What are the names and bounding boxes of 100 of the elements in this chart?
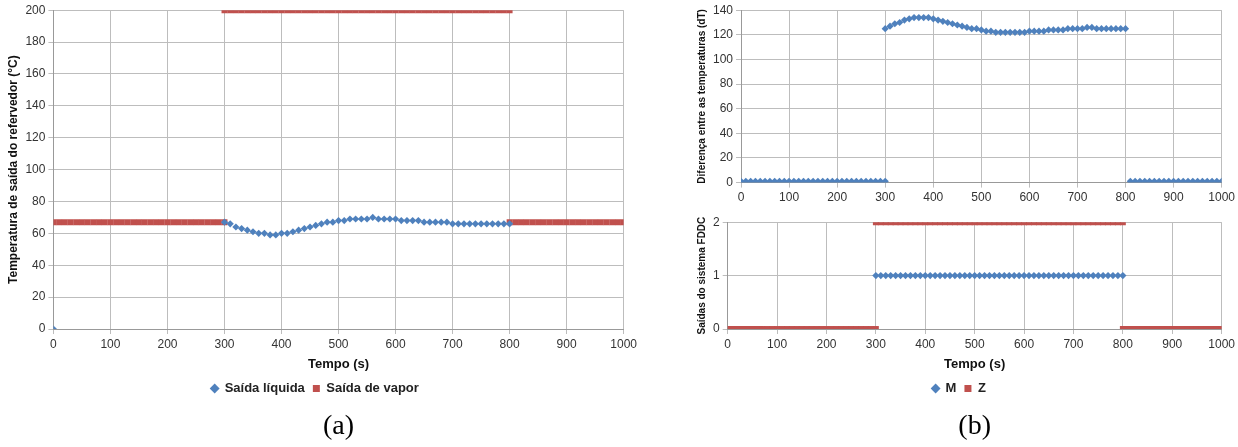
point	[448, 220, 457, 228]
point	[232, 223, 240, 231]
point	[471, 220, 479, 228]
x-tick-label: 400	[923, 190, 944, 205]
x-tick-label: 600	[1019, 190, 1040, 205]
point	[300, 224, 308, 233]
x-tick-label: 300	[865, 336, 887, 351]
legend-label: Saída de vapor	[326, 380, 419, 396]
point	[346, 215, 354, 223]
x-tick-label: 1000	[1208, 190, 1236, 205]
x-tick-label: 200	[827, 190, 848, 205]
point	[380, 215, 388, 223]
x-tick-label: 700	[442, 336, 463, 351]
point	[426, 218, 434, 226]
point	[454, 220, 462, 228]
point	[260, 229, 269, 237]
x-tick-label: 500	[971, 190, 992, 205]
legend-label: M	[945, 380, 957, 396]
x-tick-label: 200	[157, 336, 178, 351]
y-tick-label: 80	[719, 76, 734, 91]
y-tick-label: 0	[712, 321, 720, 336]
point	[323, 218, 331, 226]
x-tick-label: 0	[50, 336, 58, 351]
x-tick-label: 100	[779, 190, 800, 205]
legend-label: Z	[977, 380, 986, 396]
y-tick-label: 80	[32, 193, 46, 208]
point	[369, 213, 377, 222]
y-tick-label: 20	[32, 289, 46, 304]
point	[249, 228, 257, 236]
text: (b)	[958, 409, 991, 441]
x-tick-label: 600	[1014, 336, 1035, 351]
point	[363, 215, 371, 223]
point	[238, 224, 246, 233]
y-tick-label: 0	[726, 174, 734, 189]
x-tick-label: 300	[875, 190, 896, 205]
text: (a)	[323, 409, 355, 441]
point	[431, 218, 440, 226]
y-tick-label: 100	[712, 51, 734, 66]
y-tick-label: 20	[719, 150, 734, 165]
point	[494, 220, 502, 228]
x-tick-label: 800	[1112, 336, 1134, 351]
point	[483, 220, 491, 228]
x-tick-label: 400	[271, 336, 292, 351]
y-tick-label: 40	[719, 125, 734, 140]
x-tick-label: 100	[767, 336, 788, 351]
point	[403, 217, 411, 225]
x-tick-label: 900	[556, 336, 577, 351]
point	[391, 215, 400, 223]
x-tick-label: 700	[1063, 336, 1084, 351]
x-tick-label: 200	[816, 336, 837, 351]
y-tick-label: 40	[32, 257, 46, 272]
legend-label: Saída líquida	[224, 380, 306, 396]
x-tick-label: 500	[328, 336, 349, 351]
y-tick-label: 100	[25, 161, 46, 176]
x-tick-label: 700	[1067, 190, 1088, 205]
x-tick-label: 600	[385, 336, 406, 351]
point	[414, 217, 422, 225]
y-axis-title: Saídas do sistema FDDC	[695, 216, 707, 335]
y-tick-label: 140	[25, 98, 46, 113]
y-axis-title: Diferença entre as temperaturas (dT)	[695, 9, 707, 184]
point	[466, 220, 474, 228]
x-tick-label: 400	[915, 336, 936, 351]
point	[277, 229, 286, 237]
x-tick-label: 0	[737, 190, 745, 205]
y-axis-title: Temperatura de saída do refervedor (°C)	[5, 55, 20, 284]
point	[329, 218, 337, 226]
point	[306, 223, 314, 231]
x-tick-label: 300	[214, 336, 235, 351]
y-tick-label: 2	[712, 214, 720, 229]
point	[340, 217, 348, 225]
x-axis-title: Tempo (s)	[307, 355, 370, 371]
point	[488, 220, 497, 228]
point	[334, 217, 343, 225]
point	[243, 226, 251, 234]
x-tick-label: 500	[964, 336, 985, 351]
point	[272, 231, 280, 239]
point	[226, 220, 234, 228]
point	[437, 218, 445, 226]
point	[289, 228, 297, 236]
y-tick-label: 160	[25, 66, 46, 81]
point	[255, 229, 263, 237]
x-tick-label: 1000	[1208, 336, 1236, 351]
y-tick-label: 200	[25, 2, 46, 17]
point	[374, 215, 383, 223]
point	[357, 215, 365, 223]
x-tick-label: 1000	[610, 336, 638, 351]
y-tick-label: 120	[712, 27, 734, 42]
point	[317, 220, 326, 228]
y-tick-label: 0	[38, 321, 46, 336]
x-tick-label: 100	[100, 336, 121, 351]
x-tick-label: 800	[1115, 190, 1136, 205]
y-tick-label: 180	[25, 34, 46, 49]
y-tick-label: 120	[25, 130, 46, 145]
x-tick-label: 800	[499, 336, 520, 351]
y-tick-label: 140	[712, 2, 734, 17]
x-axis-title: Tempo (s)	[944, 355, 1006, 371]
x-tick-label: 900	[1163, 190, 1184, 205]
y-tick-label: 1	[712, 267, 720, 282]
x-tick-label: 900	[1162, 336, 1183, 351]
point	[295, 226, 303, 234]
